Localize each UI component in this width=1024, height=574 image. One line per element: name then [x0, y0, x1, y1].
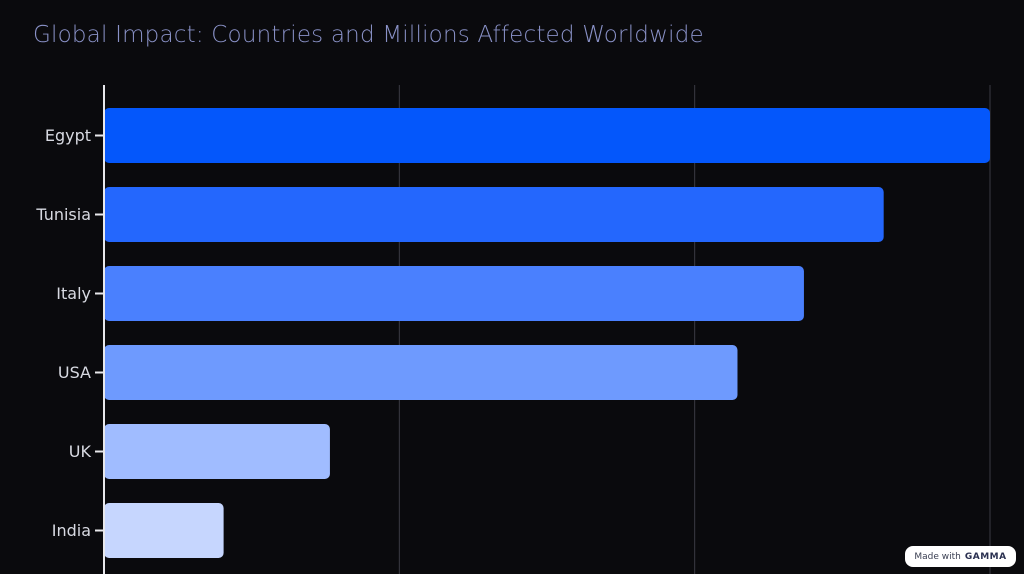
badge-prefix: Made with	[914, 551, 961, 562]
chart-title: Global Impact: Countries and Millions Af…	[33, 22, 704, 48]
bar-italy	[104, 266, 804, 321]
bar-uk	[104, 424, 330, 479]
category-label-uk: UK	[69, 442, 92, 461]
bar-usa	[104, 345, 738, 400]
category-label-tunisia: Tunisia	[35, 205, 91, 224]
category-label-egypt: Egypt	[45, 126, 91, 145]
bar-india	[104, 503, 224, 558]
made-with-gamma-badge[interactable]: Made with GAMMA	[905, 546, 1016, 567]
gridlines	[398, 85, 991, 574]
category-label-italy: Italy	[56, 284, 91, 303]
gamma-logo: GAMMA	[964, 551, 1007, 562]
category-label-india: India	[52, 521, 91, 540]
bars	[104, 108, 990, 558]
bar-tunisia	[104, 187, 884, 242]
y-axis: Egypt Tunisia Italy USA UK India	[35, 85, 105, 574]
bar-egypt	[104, 108, 990, 163]
category-label-usa: USA	[58, 363, 91, 382]
